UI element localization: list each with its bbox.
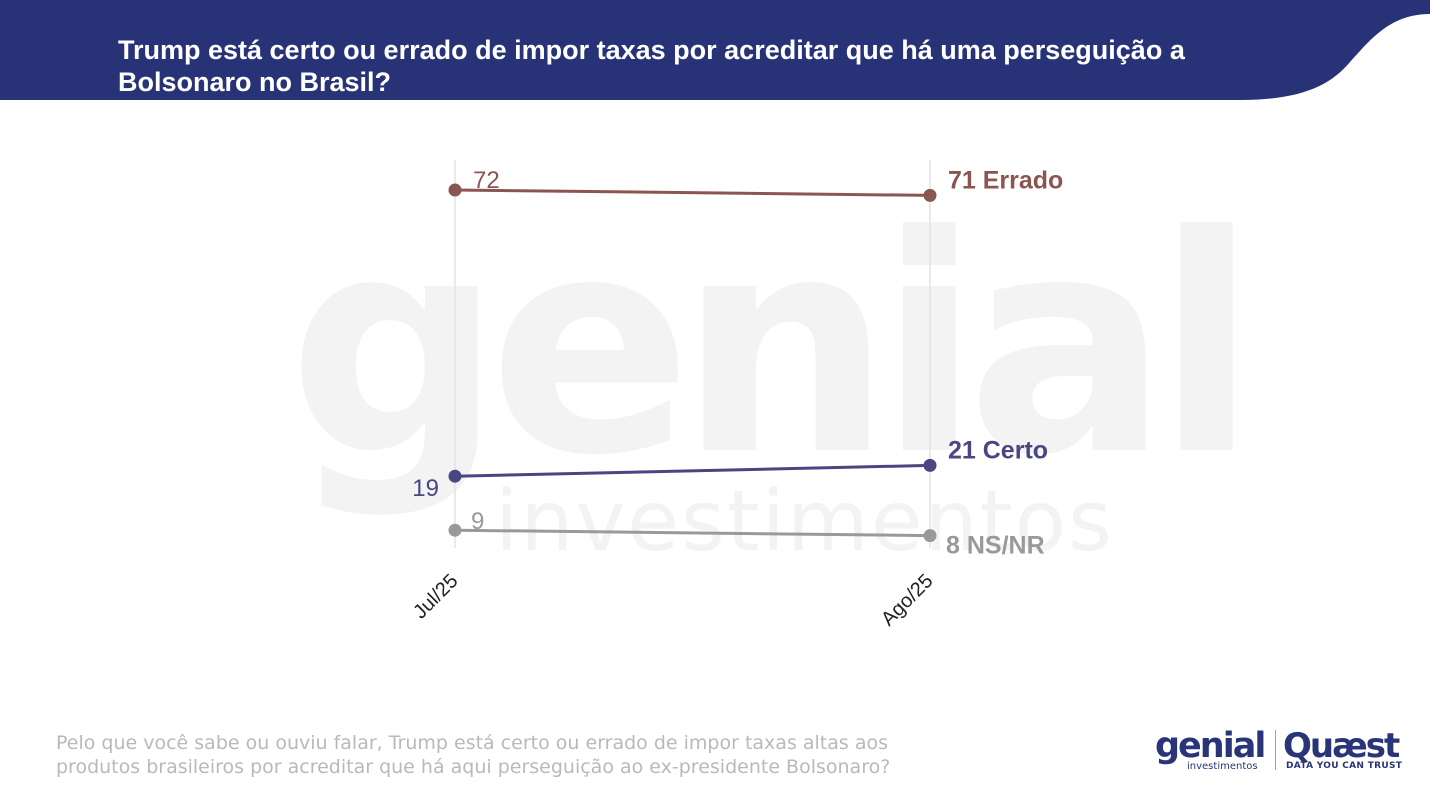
data-point-nsnr <box>923 529 937 543</box>
data-point-certo <box>448 469 462 483</box>
header-band <box>0 0 1430 100</box>
data-label-end-certo: 21 Certo <box>948 436 1048 464</box>
watermark-sub-text: investimentos <box>495 472 1114 570</box>
label-layer: 72 71 Errado 19 21 Certo 9 8 NS/NR <box>412 166 1063 559</box>
data-point-errado <box>448 183 462 197</box>
data-label-end-nsnr: 8 NS/NR <box>946 532 1045 560</box>
data-point-nsnr <box>448 523 462 537</box>
header-band-shape <box>0 0 1430 100</box>
watermark-main-text: genial <box>288 172 1244 521</box>
x-axis: Jul/25 Ago/25 <box>409 570 937 630</box>
data-label-start-certo: 19 <box>412 475 439 502</box>
data-label-end-errado: 71 Errado <box>948 166 1063 194</box>
data-label-start-errado: 72 <box>473 167 500 194</box>
logo-divider <box>1275 730 1276 770</box>
quaest-logo-tagline: DATA YOU CAN TRUST <box>1286 761 1403 771</box>
genial-logo-subtitle: investimentos <box>1187 761 1258 772</box>
series-line-nsnr <box>454 528 931 538</box>
page-title: Trump está certo ou errado de impor taxa… <box>118 35 1185 97</box>
x-tick-label: Ago/25 <box>877 570 937 630</box>
series-layer <box>448 183 937 543</box>
x-tick-label: Jul/25 <box>409 570 462 623</box>
watermark-logo: genial investimentos <box>288 172 1258 570</box>
grid-layer <box>454 160 931 548</box>
series-line-errado <box>454 188 931 197</box>
question-footnote: Pelo que você sabe ou ouviu falar, Trump… <box>56 732 891 778</box>
brand-logos: genial investimentos Quæst DATA YOU CAN … <box>1155 726 1405 776</box>
genial-logo: genial <box>1155 726 1266 766</box>
data-point-errado <box>923 188 937 202</box>
data-point-certo <box>923 458 937 472</box>
series-line-certo <box>454 463 931 478</box>
line-chart: genial investimentos 72 71 Errado 19 21 Cer… <box>288 160 1258 630</box>
quaest-logo: Quæst <box>1283 726 1400 766</box>
data-label-start-nsnr: 9 <box>471 508 484 535</box>
